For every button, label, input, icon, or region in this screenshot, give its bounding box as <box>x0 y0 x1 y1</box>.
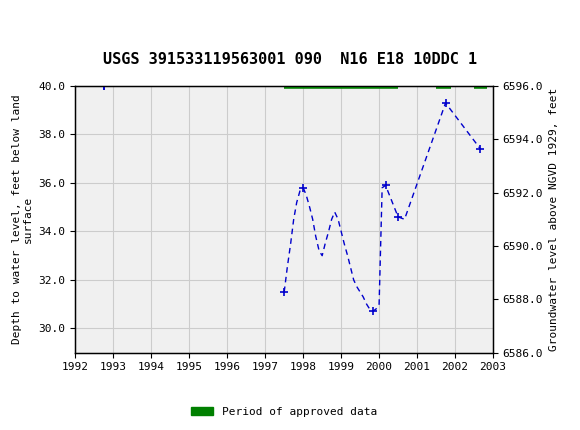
Text: USGS 391533119563001 090  N16 E18 10DDC 1: USGS 391533119563001 090 N16 E18 10DDC 1 <box>103 52 477 67</box>
Y-axis label: Depth to water level, feet below land
surface: Depth to water level, feet below land su… <box>12 95 33 344</box>
Legend: Period of approved data: Period of approved data <box>187 403 382 422</box>
Y-axis label: Groundwater level above NGVD 1929, feet: Groundwater level above NGVD 1929, feet <box>549 88 559 351</box>
Text: ▒USGS: ▒USGS <box>6 15 64 37</box>
